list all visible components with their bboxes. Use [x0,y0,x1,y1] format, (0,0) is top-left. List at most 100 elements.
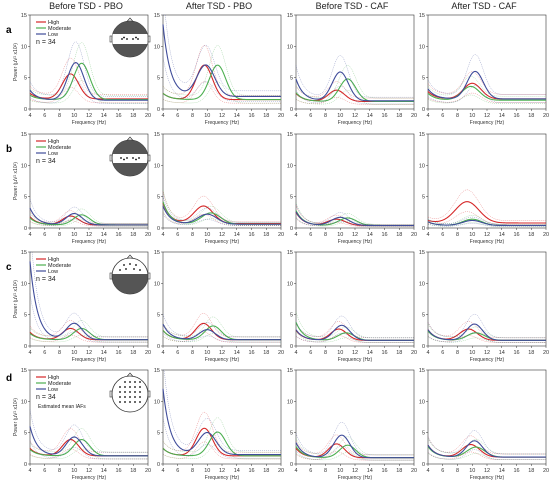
series-line-high [29,327,148,341]
y-axis-label: Power (µV² x10²) [13,162,19,200]
x-tick-label: 14 [101,350,107,356]
x-tick-label: 20 [543,113,549,119]
x-tick-label: 8 [456,113,459,119]
y-tick-label: 15 [287,13,293,19]
y-tick-label: 5 [290,431,293,437]
x-tick-label: 12 [484,468,490,474]
panel-d-1: 4 6 8 10 12 14 16 18 20 0 5 10 15 Frequency (Hz) Power… [13,368,151,481]
y-tick-label: 5 [290,313,293,319]
series-band-upper-high [162,411,281,453]
y-tick-label: 5 [422,313,425,319]
x-tick-label: 18 [528,350,534,356]
column-title-after-tsd-pbo: After TSD - PBO [186,1,252,11]
x-axis-label: Frequency (Hz) [205,120,240,126]
y-tick-label: 15 [419,368,425,374]
y-tick-label: 10 [21,399,27,405]
x-tick-label: 14 [234,468,240,474]
legend-label-moderate: Moderate [48,263,71,269]
series-band-upper-low [295,55,414,98]
x-tick-label: 4 [294,468,297,474]
x-tick-label: 10 [337,232,343,238]
legend-label-low: Low [48,151,58,157]
series-band-upper-high [29,57,148,95]
y-tick-label: 5 [422,431,425,437]
x-tick-label: 4 [294,232,297,238]
series-band-upper-low [427,430,546,455]
series-line-moderate [295,78,414,103]
x-tick-label: 14 [367,468,373,474]
x-tick-label: 14 [499,350,505,356]
x-tick-label: 10 [71,113,77,119]
series-line-low [29,207,148,226]
x-tick-label: 10 [337,113,343,119]
x-tick-label: 4 [161,468,164,474]
x-tick-label: 10 [469,232,475,238]
y-tick-label: 10 [419,399,425,405]
series-band-lower-moderate [295,452,414,461]
series-line-high [427,82,546,100]
x-tick-label: 6 [441,232,444,238]
x-tick-label: 18 [528,468,534,474]
x-tick-label: 16 [381,350,387,356]
axes-frame [427,369,547,465]
x-tick-label: 10 [204,350,210,356]
y-tick-label: 10 [154,399,160,405]
x-tick-label: 8 [324,232,327,238]
row-letter-d: d [6,373,12,384]
series-band-upper-moderate [295,436,414,456]
x-tick-label: 18 [396,468,402,474]
x-tick-label: 12 [86,350,92,356]
series-band-upper-moderate [427,76,546,97]
series-line-low [29,261,148,341]
series-band-upper-moderate [427,438,546,455]
x-tick-label: 10 [337,350,343,356]
series-band-lower-moderate [29,448,148,460]
x-tick-label: 18 [396,113,402,119]
x-tick-label: 14 [499,113,505,119]
series-band-upper-high [29,320,148,338]
y-tick-label: 5 [157,195,160,201]
row-letter-c: c [6,262,12,273]
x-axis-label: Frequency (Hz) [470,239,505,245]
y-tick-label: 15 [21,250,27,256]
series-line-moderate [427,85,546,101]
x-tick-label: 14 [101,232,107,238]
x-tick-label: 6 [176,350,179,356]
x-tick-label: 12 [219,232,225,238]
x-tick-label: 18 [130,232,136,238]
series-band-lower-low [427,85,546,104]
y-tick-label: 10 [287,399,293,405]
axes-frame [162,14,282,110]
x-tick-label: 12 [484,350,490,356]
x-tick-label: 6 [43,350,46,356]
x-tick-label: 6 [43,113,46,119]
x-tick-label: 6 [176,468,179,474]
x-tick-label: 4 [426,232,429,238]
scalp-map-central [109,136,151,177]
series-band-upper-low [427,313,546,339]
panel-b-2: 4 6 8 10 12 14 16 18 20 0 5 10 15 Frequency (Hz) [154,132,284,245]
series-band-upper-moderate [29,320,148,338]
x-tick-label: 12 [86,468,92,474]
sample-size: n = 34 [36,39,56,46]
x-tick-label: 20 [411,350,417,356]
y-tick-label: 10 [21,281,27,287]
y-tick-label: 0 [157,107,160,113]
x-tick-label: 10 [204,468,210,474]
panel-grid: 4 6 8 10 12 14 16 18 20 0 5 10 15 Frequency (Hz) Power… [13,13,549,481]
y-tick-label: 10 [287,163,293,169]
legend-label-low: Low [48,32,58,38]
series-band-upper-moderate [295,65,414,99]
x-tick-label: 6 [43,232,46,238]
y-tick-label: 5 [24,431,27,437]
x-tick-label: 10 [71,232,77,238]
panel-c-1: 4 6 8 10 12 14 16 18 20 0 5 10 15 Frequency (Hz) Power… [13,250,151,363]
y-tick-label: 0 [24,462,27,468]
x-tick-label: 20 [278,113,284,119]
y-tick-label: 15 [154,13,160,19]
series-line-low [427,440,546,458]
panel-d-2: 4 6 8 10 12 14 16 18 20 0 5 10 15 Frequency (Hz) [154,368,284,481]
y-tick-label: 5 [24,76,27,82]
x-tick-label: 18 [130,350,136,356]
